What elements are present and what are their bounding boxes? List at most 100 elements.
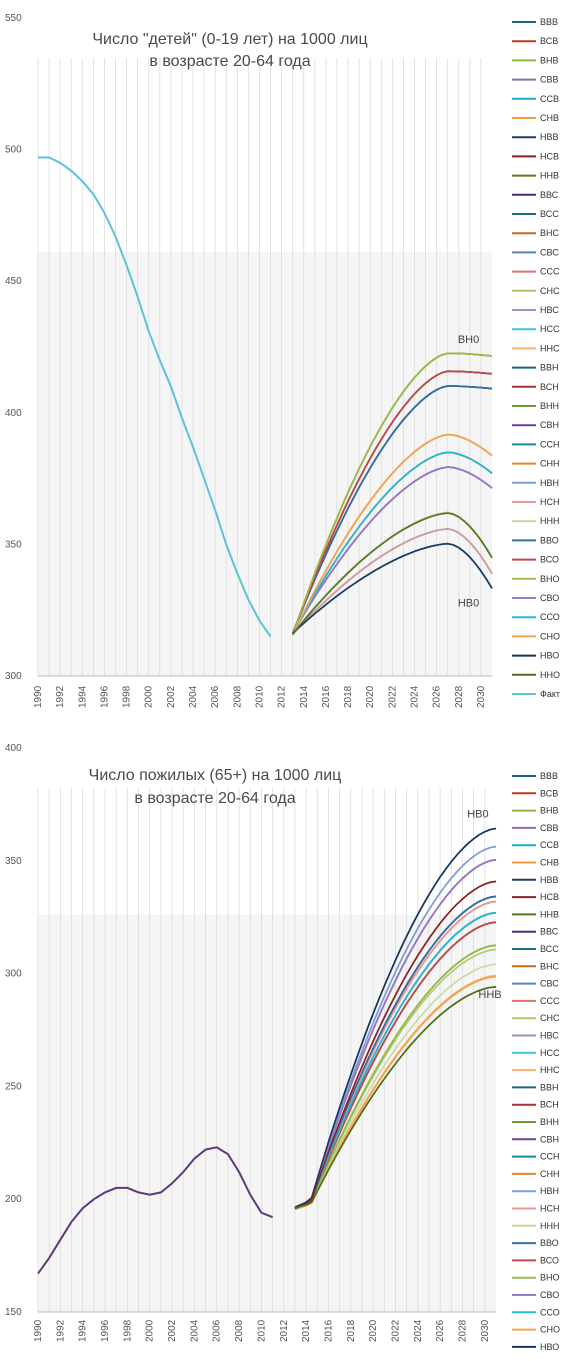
legend-label: ВВН <box>540 363 559 373</box>
y-tick-label: 150 <box>5 1307 22 1318</box>
x-tick-label: 2028 <box>457 1319 468 1342</box>
chart-title: Число "детей" (0-19 лет) на 1000 лиц <box>92 31 367 48</box>
line-annotation: ВН0 <box>458 334 479 346</box>
legend-label: СНВ <box>540 858 559 868</box>
x-tick-label: 1994 <box>78 1319 89 1342</box>
legend-label: ННВ <box>540 171 559 181</box>
y-tick-label: 400 <box>5 743 22 754</box>
legend-label: НВО <box>540 651 559 661</box>
legend-label: ВВО <box>540 1238 559 1248</box>
series-line-ВСО <box>291 370 493 635</box>
x-tick-label: 2018 <box>343 685 354 708</box>
y-tick-label: 400 <box>5 408 22 419</box>
x-tick-label: 1996 <box>99 685 110 708</box>
elderly-chart: 150 200 250 300 350 400 1990 1992 1994 1996 1998 20… <box>5 743 560 1361</box>
legend-label: ВНО <box>540 574 560 584</box>
legend-label: ССН <box>540 1152 560 1162</box>
legend-label: СВС <box>540 979 559 989</box>
legend-label: Факт <box>540 689 560 699</box>
legend-label: ВНН <box>540 401 559 411</box>
x-tick-label: 1992 <box>55 685 66 708</box>
x-tick-label: 2016 <box>321 685 332 708</box>
x-tick-label: 2006 <box>212 1319 223 1342</box>
legend-label: НСС <box>540 324 560 334</box>
x-tick-label: 2004 <box>189 1319 200 1342</box>
x-tick-label: 2020 <box>368 1319 379 1342</box>
x-tick-label: 2000 <box>145 1319 156 1342</box>
legend-label: СВВ <box>540 823 559 833</box>
chart-title: Число пожилых (65+) на 1000 лиц <box>89 767 342 784</box>
legend-label: СВН <box>540 420 559 430</box>
x-tick-label: 2002 <box>167 1319 178 1342</box>
children-chart: 300 350 400 450 500 550 1990 1992 1994 1996 1998 20… <box>5 13 560 708</box>
legend-label: ВНС <box>540 961 560 971</box>
x-tick-label: 2026 <box>432 685 443 708</box>
legend-label: СНС <box>540 286 560 296</box>
legend-label: ВВН <box>540 1082 559 1092</box>
line-annotation: НВ0 <box>458 597 479 609</box>
legend-label: ССО <box>540 612 560 622</box>
x-tick-label: 1990 <box>33 685 44 708</box>
line-annotation: ННВ <box>478 989 501 1001</box>
x-tick-label: 2022 <box>387 685 398 708</box>
x-tick-label: 1992 <box>55 1319 66 1342</box>
series-line-НСО <box>294 880 497 1210</box>
x-tick-label: 2010 <box>256 1319 267 1342</box>
legend-label: ССВ <box>540 94 559 104</box>
legend-label: СВН <box>540 1134 559 1144</box>
chart-subtitle: в возрасте 20-64 года <box>149 53 310 70</box>
x-tick-label: 2014 <box>299 685 310 708</box>
legend-label: ВСС <box>540 209 559 219</box>
legend-label: ВСВ <box>540 788 558 798</box>
series-line-ССО <box>294 911 497 1209</box>
legend-label: ННС <box>540 343 560 353</box>
series-line-НСН <box>292 528 493 635</box>
x-tick-label: 2006 <box>210 685 221 708</box>
y-tick-label: 350 <box>5 856 22 867</box>
x-tick-label: 2024 <box>413 1319 424 1342</box>
chart-subtitle: в возрасте 20-64 года <box>134 790 295 807</box>
legend-label: ВСС <box>540 944 559 954</box>
legend-label: ННВ <box>540 909 559 919</box>
legend-label: СНО <box>540 631 560 641</box>
y-tick-label: 550 <box>5 13 22 24</box>
series-line-СНО <box>291 433 493 635</box>
series-line-ВНО <box>294 944 497 1210</box>
x-tick-label: 2012 <box>277 685 288 708</box>
legend-label: ВВВ <box>540 17 558 27</box>
legend-label: НСВ <box>540 892 559 902</box>
legend-label: НВС <box>540 305 559 315</box>
x-tick-label: 2026 <box>435 1319 446 1342</box>
legend-label: НСВ <box>540 151 559 161</box>
x-tick-label: 2030 <box>480 1319 491 1342</box>
legend-label: ВСО <box>540 1255 559 1265</box>
x-tick-label: 2002 <box>166 685 177 708</box>
legend-label: СВО <box>540 593 559 603</box>
x-tick-label: 2000 <box>144 685 155 708</box>
y-tick-label: 450 <box>5 276 22 287</box>
series-line-ННН <box>294 963 497 1209</box>
legend-label: ВСН <box>540 1100 559 1110</box>
legend-label: СВС <box>540 247 559 257</box>
legend-label: ВСО <box>540 555 559 565</box>
series-line-СВО <box>294 859 497 1208</box>
legend-label: ВВО <box>540 535 559 545</box>
legend-label: НСН <box>540 1204 560 1214</box>
legend-label: ВСВ <box>540 36 558 46</box>
legend-label: ССС <box>540 267 560 277</box>
legend-label: ВВС <box>540 190 559 200</box>
legend-label: ССВ <box>540 840 559 850</box>
y-tick-label: 350 <box>5 539 22 550</box>
legend-label: ССС <box>540 996 560 1006</box>
series-line-СВО <box>292 466 493 634</box>
y-tick-label: 300 <box>5 969 22 980</box>
x-tick-label: 2004 <box>188 685 199 708</box>
fact-line <box>38 156 272 638</box>
legend-label: СНВ <box>540 113 559 123</box>
legend-label: СВО <box>540 1290 559 1300</box>
series-line-ВВО <box>291 385 493 634</box>
series-line-ССО <box>291 451 493 635</box>
legend-label: ВВС <box>540 927 559 937</box>
y-tick-label: 200 <box>5 1194 22 1205</box>
x-tick-label: 2020 <box>365 685 376 708</box>
